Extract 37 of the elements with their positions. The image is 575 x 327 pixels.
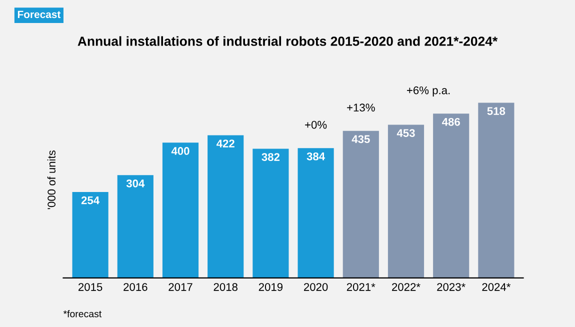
chart-subtitle: Forecast — [18, 10, 61, 18]
bar — [433, 114, 470, 278]
text: *forecast — [63, 310, 102, 318]
data-label: 486 — [442, 118, 460, 126]
annotation: +6% p.a. — [407, 86, 450, 96]
data-label: 453 — [396, 129, 415, 137]
bar — [117, 175, 154, 278]
bar — [72, 192, 108, 278]
x-tick-label: 2022* — [392, 283, 420, 291]
x-tick-label: 2023* — [437, 283, 466, 291]
x-tick-label: 2024* — [482, 283, 511, 291]
y-axis-title: '000 of units — [47, 150, 56, 210]
data-label: 384 — [306, 152, 326, 160]
data-label: 422 — [216, 140, 234, 148]
bar — [478, 102, 514, 278]
bar — [388, 124, 424, 278]
bar — [162, 142, 199, 278]
bar — [208, 135, 244, 278]
x-tick-label: 2019 — [258, 283, 283, 291]
x-tick-label: 2021* — [346, 283, 376, 291]
data-label: 304 — [126, 179, 145, 188]
annotation: +0% — [305, 120, 327, 129]
chart-title: Annual installations of industrial robots 2015-2020 and 2021*-2024* — [78, 36, 498, 46]
annotation: +13% — [347, 104, 375, 112]
x-tick-label: 2018 — [214, 283, 238, 291]
data-label: 382 — [262, 153, 280, 161]
x-tick-label: 2015 — [78, 283, 102, 291]
data-label: 435 — [352, 135, 370, 144]
x-tick-label: 2017 — [168, 283, 192, 291]
data-label: 518 — [487, 107, 506, 115]
x-tick-label: 2020 — [304, 283, 328, 291]
data-label: 254 — [81, 196, 100, 204]
bar — [298, 148, 334, 278]
bar — [342, 130, 379, 278]
x-tick-label: 2016 — [124, 283, 148, 291]
data-label: 400 — [171, 147, 190, 155]
bar — [252, 148, 289, 278]
